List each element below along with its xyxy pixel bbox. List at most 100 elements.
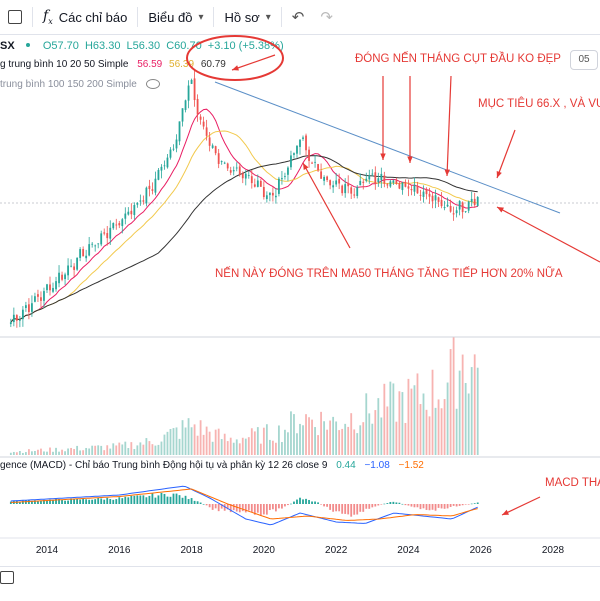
volume-bar — [452, 337, 455, 455]
macd-histogram-bar — [464, 504, 467, 505]
volume-bar — [205, 426, 208, 455]
volume-bar — [31, 451, 33, 455]
ma-legend-1[interactable]: g trung bình 10 20 50 Simple 56.59 56.39… — [0, 59, 226, 70]
redo-button[interactable]: ↷ — [312, 4, 341, 30]
macd-histogram-bar — [157, 495, 160, 504]
ma-legend-1-label: g trung bình 10 20 50 Simple — [0, 59, 129, 70]
resistance-trendline[interactable] — [214, 81, 561, 214]
ma10-value: 56.59 — [137, 59, 163, 70]
badge-button[interactable]: 05 — [570, 50, 598, 70]
volume-bar — [377, 398, 380, 455]
macd-histogram-bar — [202, 504, 205, 505]
hidden-eye-icon[interactable] — [145, 79, 160, 90]
macd-histogram-bar — [443, 504, 446, 509]
volume-bar — [317, 435, 319, 455]
candle-body — [70, 265, 72, 267]
candle-body — [244, 173, 247, 179]
arrow-head — [496, 171, 502, 178]
candle-body — [341, 185, 344, 194]
volume-bar — [112, 443, 115, 455]
macd-histogram-bar — [413, 504, 416, 508]
annotation-arrow — [446, 75, 452, 177]
volume-bar — [229, 437, 232, 455]
profile-button[interactable]: Hồ sơ ▾ — [216, 4, 278, 30]
macd-histogram-bar — [341, 504, 344, 514]
candle-body — [115, 224, 118, 226]
candle-body — [55, 281, 57, 290]
volume-bar — [157, 444, 160, 455]
volume-bar — [58, 451, 60, 455]
candle-body — [175, 139, 178, 149]
x-tick-label: 2018 — [180, 545, 203, 556]
chart-type-button[interactable]: Biểu đồ ▾ — [140, 4, 211, 30]
volume-bar — [70, 447, 72, 455]
volume-pane — [9, 337, 479, 455]
candle-body — [416, 185, 419, 194]
volume-bar — [223, 433, 226, 455]
macd-value-2: −1.08 — [364, 460, 390, 471]
macd-histogram-bar — [338, 504, 341, 512]
volume-bar — [347, 426, 350, 455]
macd-histogram-bar — [311, 501, 313, 504]
candle-body — [12, 314, 15, 323]
volume-bar — [118, 442, 121, 455]
ma-legend-2[interactable]: trung bình 100 150 200 Simple — [0, 79, 160, 90]
volume-bar — [461, 354, 464, 455]
candle-body — [311, 162, 313, 164]
macd-histogram-bar — [46, 500, 48, 504]
ma10-line — [10, 108, 478, 323]
macd-histogram-bar — [37, 501, 39, 504]
volume-bar — [259, 443, 262, 455]
status-dot — [25, 43, 30, 47]
undo-button[interactable]: ↶ — [284, 4, 313, 30]
macd-legend[interactable]: gence (MACD) - Chỉ báo Trung bình Động h… — [0, 460, 424, 471]
candle-body — [368, 175, 371, 180]
volume-bar — [353, 429, 356, 455]
open-value: O57.70 — [42, 40, 79, 52]
volume-bar — [49, 447, 51, 455]
candle-body — [64, 274, 66, 280]
macd-histogram-bar — [395, 502, 398, 504]
candle-body — [253, 184, 256, 187]
macd-histogram-bar — [169, 496, 172, 504]
macd-value-3: −1.52 — [398, 460, 424, 471]
macd-histogram-bar — [467, 504, 470, 505]
chevron-down-icon: ▾ — [265, 11, 271, 23]
volume-bar — [12, 451, 15, 455]
calendar-icon[interactable] — [0, 571, 14, 584]
macd-histogram-bar — [97, 497, 100, 504]
macd-histogram-bar — [160, 492, 163, 504]
chart-canvas[interactable]: 2014 2016 2018 2020 2022 2024 2026 2028 ĐÓNG NẾ… — [0, 34, 600, 566]
ma50-value: 60.79 — [200, 59, 226, 70]
volume-bar — [356, 433, 359, 455]
candle-body — [31, 303, 33, 312]
macd-histogram-bar — [265, 504, 268, 515]
layout-button[interactable] — [0, 4, 30, 30]
volume-bar — [160, 441, 163, 455]
volume-bar — [311, 419, 313, 455]
macd-histogram-bar — [124, 496, 127, 504]
volume-bar — [37, 449, 39, 455]
volume-bar — [64, 451, 66, 455]
macd-histogram-bar — [211, 504, 214, 510]
volume-bar — [127, 448, 130, 455]
macd-histogram-bar — [223, 504, 226, 511]
volume-bar — [326, 429, 329, 455]
volume-bar — [455, 408, 458, 455]
macd-histogram-bar — [392, 501, 395, 504]
indicators-button[interactable]: fx Các chỉ báo — [35, 4, 135, 30]
macd-histogram-bar — [365, 504, 368, 509]
volume-bar — [232, 442, 235, 455]
redo-icon: ↷ — [320, 9, 333, 26]
macd-histogram-bar — [148, 495, 151, 504]
candle-body — [145, 187, 148, 204]
volume-bar — [226, 441, 229, 455]
candle-body — [172, 148, 175, 150]
symbol-label[interactable]: SX — [0, 40, 15, 52]
volume-bar — [422, 393, 425, 455]
candle-body — [211, 145, 214, 148]
volume-bar — [202, 434, 205, 455]
macd-histogram-bar — [70, 498, 72, 504]
volume-bar — [407, 378, 410, 455]
macd-histogram-bar — [94, 499, 97, 504]
